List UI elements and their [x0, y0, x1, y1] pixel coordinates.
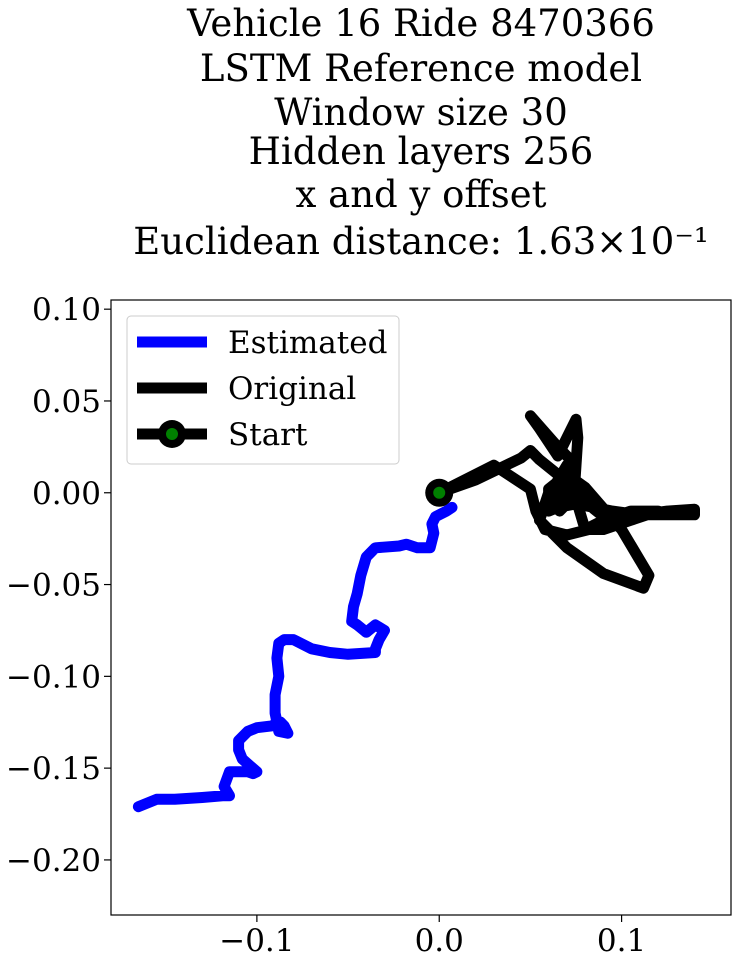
title-line: Vehicle 16 Ride 8470366: [186, 2, 655, 45]
title-line: Window size 30: [274, 91, 568, 134]
y-tick-label: −0.15: [6, 751, 101, 787]
legend: Estimated Original Start: [126, 315, 400, 465]
legend-label-estimated: Estimated: [228, 325, 387, 361]
y-tick-label: 0.05: [32, 384, 101, 420]
y-tick-label: −0.10: [6, 659, 101, 695]
title-line: LSTM Reference model: [200, 47, 642, 90]
legend-label-original: Original: [228, 371, 356, 407]
x-tick-label: 0.1: [597, 923, 646, 959]
title-line: x and y offset: [296, 173, 547, 216]
y-tick-label: 0.10: [32, 292, 101, 328]
plot-area: [110, 299, 732, 916]
y-tick-label: −0.05: [6, 568, 101, 604]
start-marker-inner: [433, 486, 446, 499]
series-line-original: [433, 410, 700, 594]
title-line: Hidden layers 256: [249, 130, 594, 173]
legend-start-marker-inner: [166, 428, 178, 440]
y-tick-label: −0.20: [6, 843, 101, 879]
x-axis: −0.1 0.0 0.1: [219, 915, 646, 959]
x-tick-label: 0.0: [415, 923, 464, 959]
y-axis: 0.10 0.05 0.00 −0.05 −0.10 −0.15 −0.20: [6, 292, 111, 879]
start-marker-layer: [425, 478, 454, 507]
axes-frame: [110, 299, 732, 916]
series-line-estimated: [132, 501, 458, 813]
legend-label-start: Start: [228, 417, 308, 453]
series-layer: [132, 410, 700, 813]
x-tick-label: −0.1: [219, 923, 294, 959]
legend-box: [126, 315, 400, 465]
title-line: Euclidean distance: 1.63×10⁻¹: [133, 220, 708, 263]
y-tick-label: 0.00: [32, 476, 101, 512]
